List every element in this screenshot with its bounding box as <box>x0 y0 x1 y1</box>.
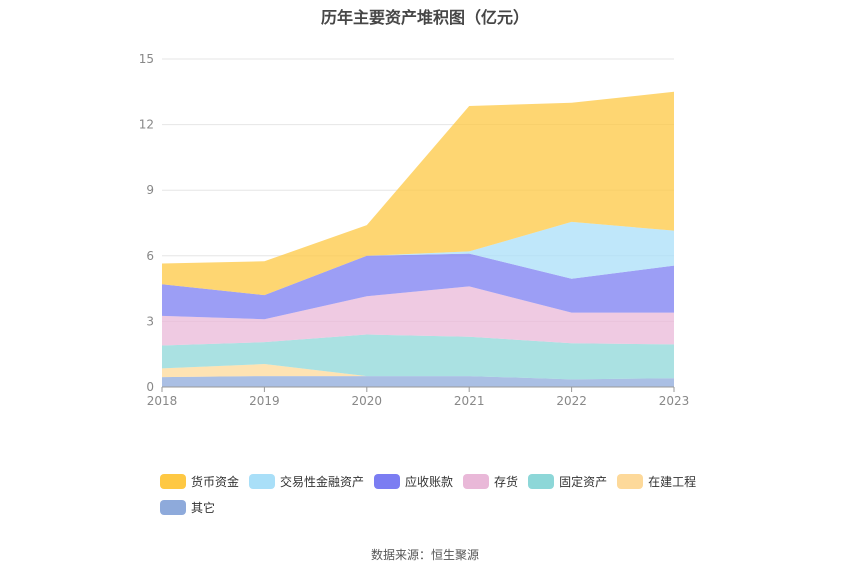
legend-swatch <box>463 473 490 489</box>
y-tick-label: 3 <box>146 314 154 328</box>
legend-item[interactable]: 固定资产 <box>528 472 607 490</box>
chart-title: 历年主要资产堆积图（亿元） <box>320 8 529 27</box>
legend-label: 交易性金融资产 <box>280 474 365 489</box>
y-tick-label: 6 <box>146 249 154 263</box>
legend-label: 货币资金 <box>191 474 240 489</box>
y-tick-label: 12 <box>139 118 154 132</box>
x-tick-label: 2022 <box>556 394 587 408</box>
legend-item[interactable]: 交易性金融资产 <box>249 472 364 490</box>
legend-swatch <box>160 473 186 489</box>
data-source: 数据来源：恒生聚源 <box>370 548 479 562</box>
x-tick-label: 2023 <box>659 394 690 408</box>
y-tick-label: 0 <box>146 380 154 394</box>
y-axis: 0 3 6 9 12 15 <box>139 52 154 394</box>
y-tick-label: 15 <box>139 52 154 66</box>
legend-swatch <box>617 473 644 489</box>
legend-item[interactable]: 应收账款 <box>374 472 453 490</box>
area-series-在建工程 <box>162 364 674 380</box>
x-tick-label: 2019 <box>249 394 280 408</box>
legend-item[interactable]: 在建工程 <box>617 472 696 490</box>
legend-swatch <box>374 473 401 489</box>
area-series <box>162 91 674 387</box>
legend-swatch <box>160 499 186 515</box>
area-series-交易性金融资产 <box>162 221 674 296</box>
legend-label: 存货 <box>494 474 519 489</box>
area-series-固定资产 <box>162 334 674 380</box>
x-tick-label: 2018 <box>147 394 178 408</box>
x-tick-label: 2021 <box>454 394 485 408</box>
legend-swatch <box>249 473 276 489</box>
legend-item[interactable]: 存货 <box>463 472 518 490</box>
y-tick-label: 9 <box>146 183 154 197</box>
legend-label: 在建工程 <box>648 474 697 489</box>
legend: 货币资金 交易性金融资产 应收账款 存货 固定资产 在建工程其它 <box>160 472 720 524</box>
legend-swatch <box>528 473 555 489</box>
legend-item[interactable]: 其它 <box>160 498 215 516</box>
x-axis: 2018 2019 2020 2021 2022 2023 <box>147 386 690 408</box>
legend-label: 其它 <box>191 500 216 515</box>
stacked-area-chart: 2018 2019 2020 2021 2022 2023 0 3 6 9 12 15 <box>139 52 690 408</box>
area-series-存货 <box>162 286 674 346</box>
area-series-应收账款 <box>162 253 674 320</box>
area-series-货币资金 <box>162 91 674 296</box>
x-tick-label: 2020 <box>352 394 383 408</box>
legend-item[interactable]: 货币资金 <box>160 472 239 490</box>
area-series-其它 <box>162 376 674 387</box>
legend-label: 应收账款 <box>405 474 454 489</box>
legend-label: 固定资产 <box>559 474 608 489</box>
